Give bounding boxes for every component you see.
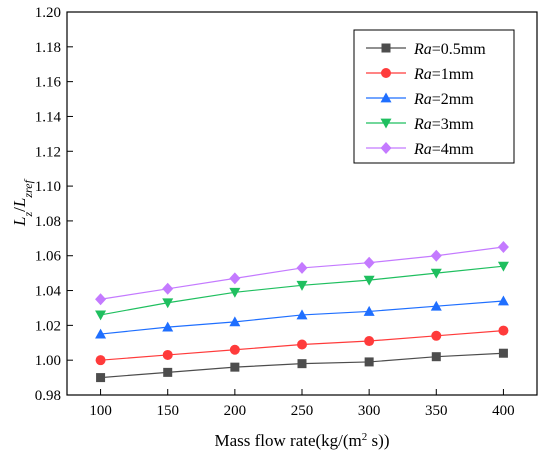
data-point [363, 275, 375, 286]
legend-label-italic: Ra [413, 116, 432, 133]
data-point [363, 305, 375, 316]
data-point [380, 142, 392, 154]
data-point [431, 352, 441, 362]
legend-item: Ra=3mm [366, 116, 474, 133]
legend-label-rest: =3mm [432, 116, 474, 133]
y-tick-label: 0.98 [35, 388, 61, 404]
x-tick-label: 150 [156, 403, 179, 419]
legend-label-rest: =4mm [432, 141, 474, 158]
data-point [95, 310, 107, 321]
data-point [229, 287, 241, 298]
data-point [297, 339, 307, 350]
y-tick-label: 1.20 [35, 5, 61, 21]
legend-label-italic: Ra [413, 41, 432, 58]
legend-item: Ra=0.5mm [366, 41, 486, 58]
y-tick-label: 1.08 [35, 214, 61, 230]
series-2 [95, 325, 509, 366]
x-tick-label: 350 [425, 403, 448, 419]
x-tick-label: 400 [492, 403, 515, 419]
data-point [95, 293, 107, 306]
y-tick-label: 1.06 [35, 249, 62, 265]
x-tick-label: 200 [224, 403, 247, 419]
data-point [498, 348, 508, 358]
legend-item: Ra=4mm [366, 141, 474, 158]
y-tick-label: 1.18 [35, 40, 61, 56]
series-4 [95, 261, 509, 321]
y-axis: 0.98 1.00 1.02 1.04 1.06 1.08 1.10 1.12 1.14 1.16… [35, 5, 73, 404]
legend-label-italic: Ra [413, 91, 432, 108]
legend-item: Ra=1mm [366, 66, 474, 83]
y-tick-label: 1.14 [35, 109, 62, 125]
legend-label-italic: Ra [413, 141, 432, 158]
data-point [430, 300, 442, 311]
data-point [95, 328, 107, 339]
y-axis-title: Lz/Lzref [10, 178, 35, 227]
data-point [380, 118, 392, 129]
data-point [363, 256, 375, 269]
data-point [162, 321, 174, 332]
data-point [381, 43, 391, 53]
data-point [230, 362, 240, 372]
series-5 [95, 241, 509, 306]
data-point [95, 355, 106, 366]
x-tick-label: 300 [358, 403, 381, 419]
data-point [497, 261, 509, 272]
legend-label-rest: =1mm [432, 66, 474, 83]
series-3 [95, 295, 509, 339]
data-point [229, 344, 240, 355]
y-tick-label: 1.00 [35, 353, 61, 369]
data-point [162, 282, 174, 295]
legend-item: Ra=2mm [366, 91, 474, 108]
data-point [296, 309, 308, 320]
legend-box [353, 29, 515, 164]
data-point [431, 330, 442, 341]
y-tick-label: 1.04 [35, 284, 62, 300]
x-tick-label: 250 [291, 403, 314, 419]
data-point [381, 68, 391, 78]
y-tick-label: 1.16 [35, 75, 62, 91]
legend-label-rest: =0.5mm [432, 41, 486, 58]
data-point [163, 367, 173, 377]
series-1 [96, 348, 508, 383]
legend-label: Ra=2mm [413, 91, 474, 108]
data-point [430, 249, 442, 262]
y-tick-label: 1.02 [35, 318, 61, 334]
series-layer [95, 241, 509, 383]
x-axis: 100 150 200 250 300 350 400 [89, 389, 515, 419]
data-point [364, 357, 374, 367]
data-point [380, 92, 392, 103]
x-axis-title: Mass flow rate(kg/(m2 s)) [214, 431, 389, 450]
legend-label: Ra=0.5mm [413, 41, 486, 58]
y-tick-label: 1.12 [35, 144, 61, 160]
legend-label: Ra=4mm [413, 141, 474, 158]
data-point [430, 268, 442, 279]
data-point [162, 298, 174, 309]
x-tick-label: 100 [89, 403, 112, 419]
data-point [162, 349, 173, 360]
data-point [296, 261, 308, 274]
legend-label-rest: =2mm [432, 91, 474, 108]
y-tick-label: 1.10 [35, 179, 61, 195]
legend-label: Ra=1mm [413, 66, 474, 83]
data-point [229, 316, 241, 327]
data-point [229, 272, 241, 285]
legend-label: Ra=3mm [413, 116, 474, 133]
legend-label-italic: Ra [413, 66, 432, 83]
data-point [297, 359, 307, 369]
data-point [296, 280, 308, 291]
data-point [497, 295, 509, 306]
data-point [364, 336, 375, 347]
data-point [96, 373, 106, 383]
data-point [497, 241, 509, 254]
data-point [498, 325, 509, 336]
